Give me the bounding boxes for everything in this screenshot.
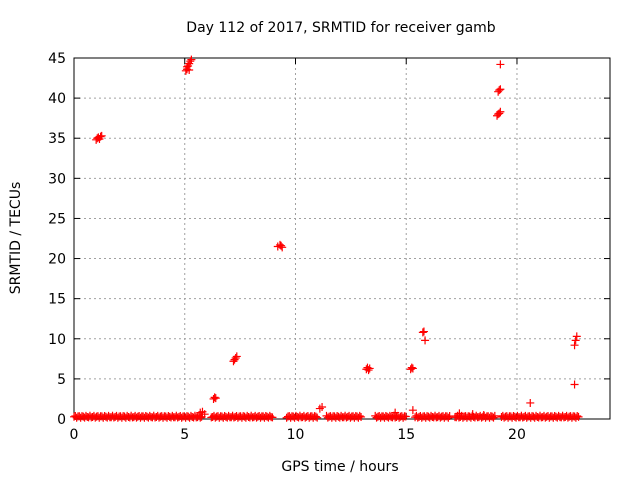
data-points xyxy=(70,55,583,422)
data-point-baseline xyxy=(268,413,277,422)
data-point-baseline xyxy=(313,413,322,422)
x-tick-label: 20 xyxy=(508,427,526,443)
data-point xyxy=(210,393,219,402)
axis-ticks: 0 5 10 15 20 25 30 35 40 45 0 5 10 15 20 xyxy=(48,51,610,443)
data-point xyxy=(572,332,581,341)
data-point xyxy=(365,364,374,373)
data-point xyxy=(232,352,241,361)
data-point xyxy=(496,60,505,69)
data-point-baseline xyxy=(357,412,366,421)
data-point-baseline xyxy=(445,412,454,421)
data-point xyxy=(418,328,427,337)
y-tick-label: 30 xyxy=(48,171,66,187)
data-point xyxy=(181,66,190,75)
data-point-baseline xyxy=(311,412,320,421)
y-tick-label: 20 xyxy=(48,252,66,268)
y-tick-label: 5 xyxy=(57,372,66,388)
data-point xyxy=(495,109,504,118)
y-tick-label: 40 xyxy=(48,91,66,107)
data-point xyxy=(421,336,430,345)
y-tick-label: 15 xyxy=(48,292,66,308)
data-point-baseline xyxy=(574,412,583,421)
plot-border xyxy=(73,57,611,420)
data-point xyxy=(468,410,477,419)
data-point-baseline xyxy=(573,411,582,420)
data-point xyxy=(419,327,428,336)
data-point xyxy=(408,406,417,415)
data-point-baseline xyxy=(490,411,499,420)
y-tick-label: 0 xyxy=(57,412,66,428)
y-tick-label: 35 xyxy=(48,131,66,147)
y-axis-label: SRMTID / TECUs xyxy=(8,182,24,295)
data-point-baseline xyxy=(444,413,453,422)
data-point xyxy=(570,380,579,389)
data-point xyxy=(318,402,327,411)
data-point xyxy=(186,57,195,66)
x-tick-label: 10 xyxy=(287,427,305,443)
data-point-baseline xyxy=(401,412,410,421)
data-point xyxy=(278,243,287,252)
data-point xyxy=(97,131,106,140)
data-point xyxy=(277,241,286,250)
x-axis-label: GPS time / hours xyxy=(281,459,398,475)
y-tick-label: 45 xyxy=(48,51,66,67)
data-point xyxy=(496,85,505,94)
plot-frame xyxy=(73,57,611,420)
data-point-baseline xyxy=(489,413,498,422)
y-tick-label: 10 xyxy=(48,332,66,348)
data-point xyxy=(391,408,400,417)
x-tick-label: 5 xyxy=(180,427,189,443)
data-point-baseline xyxy=(355,411,364,420)
data-point xyxy=(479,410,488,419)
chart-title: Day 112 of 2017, SRMTID for receiver gam… xyxy=(186,20,496,36)
data-point xyxy=(96,132,105,141)
data-point xyxy=(211,394,220,403)
data-point xyxy=(455,409,464,418)
data-point xyxy=(496,107,505,116)
data-point xyxy=(364,366,373,375)
gridlines xyxy=(74,58,610,419)
y-tick-label: 25 xyxy=(48,211,66,227)
data-point xyxy=(408,364,417,373)
x-tick-label: 15 xyxy=(397,427,415,443)
data-point xyxy=(407,363,416,372)
data-point xyxy=(231,354,240,363)
data-point xyxy=(570,341,579,350)
data-point xyxy=(200,410,209,419)
data-point xyxy=(526,398,535,407)
data-point xyxy=(495,86,504,95)
data-point xyxy=(185,66,194,75)
data-point xyxy=(571,336,580,345)
x-tick-label: 0 xyxy=(70,427,79,443)
data-point xyxy=(187,55,196,64)
